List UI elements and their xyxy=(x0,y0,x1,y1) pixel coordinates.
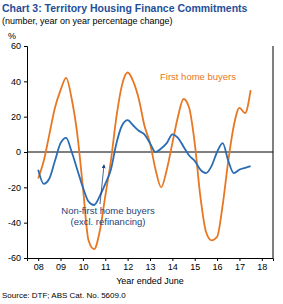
y-tick-mark xyxy=(24,223,27,224)
x-tick-label: 11 xyxy=(101,262,110,272)
y-tick-mark xyxy=(24,117,27,118)
x-tick-mark xyxy=(195,258,196,261)
y-tick-mark xyxy=(24,46,27,47)
x-tick-label: 12 xyxy=(123,262,133,272)
x-tick-label: 18 xyxy=(257,262,267,272)
y-tick: 0 xyxy=(16,147,27,157)
series-label: First home buyers xyxy=(160,71,236,82)
subtitle: (number, year on year percentage change) xyxy=(2,16,173,26)
x-tick-mark xyxy=(239,258,240,261)
x-tick-label: 17 xyxy=(235,262,245,272)
y-tick-mark xyxy=(24,187,27,188)
y-tick-label: -20 xyxy=(8,183,21,193)
y-axis: -60 -40 -20 0 20 40 60 xyxy=(8,41,28,263)
x-tick: 12 xyxy=(123,258,133,272)
y-tick-mark xyxy=(24,258,27,259)
x-tick: 15 xyxy=(190,258,200,272)
y-tick-label: -60 xyxy=(8,253,21,263)
x-tick-label: 16 xyxy=(213,262,223,272)
x-tick-label: 14 xyxy=(168,262,178,272)
x-tick-mark xyxy=(128,258,129,261)
zero-line xyxy=(27,152,273,153)
y-tick: 60 xyxy=(11,41,27,51)
x-tick-mark xyxy=(262,258,263,261)
x-tick-mark xyxy=(172,258,173,261)
x-tick-label: 15 xyxy=(190,262,200,272)
y-axis-line xyxy=(24,47,28,259)
x-tick-label: 08 xyxy=(34,262,44,272)
y-tick: -20 xyxy=(8,183,27,193)
series-label: Non-first home buyers(excl. refinancing) xyxy=(61,205,155,227)
x-tick-label: 13 xyxy=(145,262,155,272)
y-tick-label: 40 xyxy=(11,77,21,87)
x-tick: 10 xyxy=(78,258,88,272)
x-tick: 14 xyxy=(168,258,178,272)
x-tick-mark xyxy=(105,258,106,261)
x-tick-mark xyxy=(150,258,151,261)
x-tick-mark xyxy=(83,258,84,261)
x-axis: 08 09 10 11 12 13 14 15 16 17 18 xyxy=(28,258,274,272)
x-tick: 17 xyxy=(235,258,245,272)
x-tick: 09 xyxy=(56,258,66,272)
x-tick-mark xyxy=(38,258,39,261)
y-tick-mark xyxy=(24,152,27,153)
y-tick-label: -40 xyxy=(8,218,21,228)
series-line xyxy=(38,120,250,205)
source: Source: DTF; ABS Cat. No. 5609.0 xyxy=(2,291,126,300)
x-tick-label: 09 xyxy=(56,262,66,272)
x-axis-line xyxy=(28,259,274,262)
x-tick: 08 xyxy=(34,258,44,272)
series-line xyxy=(38,73,250,250)
x-tick-label: 10 xyxy=(78,262,88,272)
x-tick-mark xyxy=(217,258,218,261)
y-tick: -60 xyxy=(8,253,27,263)
label-arrow xyxy=(100,165,104,204)
chart: Chart 3: Territory Housing Finance Commi… xyxy=(0,0,283,304)
x-tick: 13 xyxy=(145,258,155,272)
plot-area xyxy=(38,73,250,250)
y-tick-label: 20 xyxy=(11,112,21,122)
y-tick-label: 60 xyxy=(11,41,21,51)
x-tick: 18 xyxy=(257,258,267,272)
x-tick: 16 xyxy=(213,258,223,272)
x-axis-label: Year ended June xyxy=(116,276,184,286)
y-tick-label: 0 xyxy=(16,147,21,157)
y-tick: 20 xyxy=(11,112,27,122)
y-tick: 40 xyxy=(11,77,27,87)
title: Chart 3: Territory Housing Finance Commi… xyxy=(2,2,248,14)
x-tick-mark xyxy=(61,258,62,261)
y-axis-label: % xyxy=(8,31,16,41)
y-tick-mark xyxy=(24,81,27,82)
y-tick: -40 xyxy=(8,218,27,228)
x-tick: 11 xyxy=(101,258,110,272)
